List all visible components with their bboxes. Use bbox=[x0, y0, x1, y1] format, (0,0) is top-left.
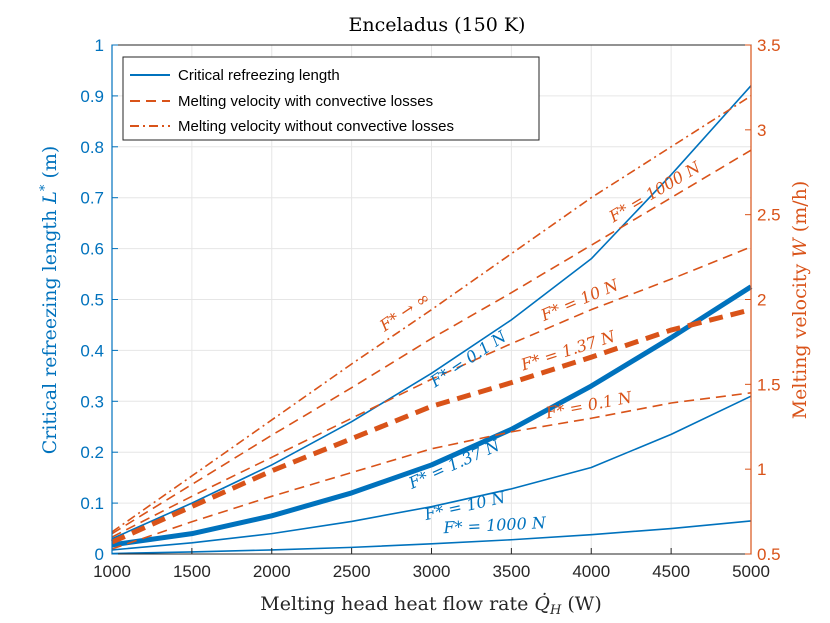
series-line-w-f-0-1-n bbox=[111, 392, 752, 550]
y-axis-left-label-main: Critical refreezing length bbox=[39, 204, 61, 455]
y-right-tick-label: 3 bbox=[757, 121, 766, 140]
y-right-tick-label: 1.5 bbox=[757, 375, 781, 394]
series-line-w-f bbox=[111, 95, 752, 533]
x-tick-label: 3000 bbox=[413, 562, 451, 581]
x-axis-label-main: Melting head heat flow rate bbox=[260, 593, 534, 615]
y-axis-left-ticks: 0 0.1 0.2 0.3 0.4 0.5 0.6 0.7 0.8 0.9 1 bbox=[80, 36, 118, 564]
y-right-tick-label: 3.5 bbox=[757, 36, 781, 55]
y-left-tick-label: 0.3 bbox=[80, 392, 104, 411]
legend-box bbox=[122, 56, 540, 141]
x-axis-label-unit: (W) bbox=[561, 593, 601, 615]
x-tick-label: 1500 bbox=[173, 562, 211, 581]
y-right-tick-label: 0.5 bbox=[757, 545, 781, 564]
annotation-w-f-0-1-n: F* = 0.1 N bbox=[543, 387, 634, 422]
chart-title: Enceladus (150 K) bbox=[349, 14, 526, 36]
y-left-tick-label: 0.9 bbox=[80, 87, 104, 106]
x-tick-label: 3500 bbox=[492, 562, 530, 581]
y-left-tick-label: 1 bbox=[95, 36, 104, 55]
y-axis-right-label: Melting velocity W (m/h) bbox=[789, 181, 811, 420]
y-left-tick-label: 0.5 bbox=[80, 291, 104, 310]
y-axis-left-label-unit: (m) bbox=[39, 146, 61, 185]
y-right-tick-label: 2 bbox=[757, 291, 766, 310]
legend-label-with-losses: Melting velocity with convective losses bbox=[178, 93, 433, 110]
y-axis-left-label-symbol: L bbox=[39, 191, 61, 205]
legend-label-refreezing: Critical refreezing length bbox=[178, 67, 340, 84]
x-tick-label: 2500 bbox=[333, 562, 371, 581]
x-tick-label: 4000 bbox=[572, 562, 610, 581]
y-axis-left-label-superscript: * bbox=[38, 184, 53, 191]
series-line-l-f-10-n bbox=[111, 395, 752, 551]
series-line-w-f-1-37-n bbox=[110, 307, 752, 545]
y-left-tick-label: 0.8 bbox=[80, 138, 104, 157]
y-left-tick-label: 0.4 bbox=[80, 341, 104, 360]
x-tick-label: 4500 bbox=[652, 562, 690, 581]
legend-label-without-losses: Melting velocity without convective loss… bbox=[178, 118, 454, 135]
x-tick-label: 5000 bbox=[732, 562, 770, 581]
series-line-w-f-1000-n bbox=[111, 149, 752, 535]
series-group bbox=[110, 85, 753, 555]
series-line-l-f-1-37-n bbox=[111, 284, 753, 548]
x-axis-label-subscript: H bbox=[549, 603, 562, 618]
y-axis-right-label-symbol: W bbox=[789, 237, 811, 258]
y-right-tick-label: 1 bbox=[757, 460, 766, 479]
y-axis-right-label-unit: (m/h) bbox=[789, 181, 811, 239]
x-axis-ticks: 1000 1500 2000 2500 3000 3500 4000 4500 5000 bbox=[93, 548, 770, 581]
x-tick-label: 1000 bbox=[93, 562, 131, 581]
y-left-tick-label: 0.1 bbox=[80, 494, 104, 513]
annotation-l-f-0-1-n: F* = 0.1 N bbox=[426, 326, 511, 391]
x-tick-label: 2000 bbox=[253, 562, 291, 581]
x-axis-label-symbol: Q̇ bbox=[534, 593, 550, 615]
series-line-l-f-1000-n bbox=[111, 520, 752, 555]
x-axis-label: Melting head heat flow rate Q̇H (W) bbox=[260, 593, 602, 618]
y-right-tick-label: 2.5 bbox=[757, 206, 781, 225]
series-line-w-f-10-n bbox=[111, 246, 752, 538]
y-left-tick-label: 0.6 bbox=[80, 240, 104, 259]
annotation-l-f-1000-n: F* = 1000 N bbox=[442, 513, 547, 537]
y-axis-right-ticks: 0.5 1 1.5 2 2.5 3 3.5 bbox=[745, 36, 781, 564]
y-left-tick-label: 0.2 bbox=[80, 443, 104, 462]
annotation-w-f-1000-n: F* = 1000 N bbox=[605, 157, 705, 227]
y-left-tick-label: 0 bbox=[95, 545, 104, 564]
y-left-tick-label: 0.7 bbox=[80, 189, 104, 208]
legend: Critical refreezing length Melting veloc… bbox=[122, 56, 540, 141]
y-axis-right-label-main: Melting velocity bbox=[789, 258, 811, 420]
series-line-l-f-0-1-n bbox=[111, 85, 752, 540]
y-axis-left-label: Critical refreezing length L* (m) bbox=[38, 146, 61, 455]
